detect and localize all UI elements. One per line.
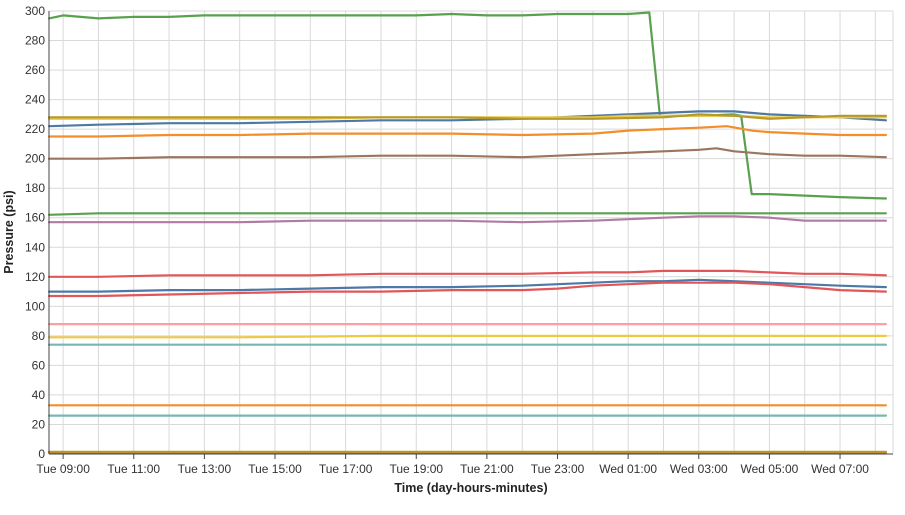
x-tick-label: Wed 03:00 bbox=[670, 462, 728, 476]
y-tick-label: 40 bbox=[32, 388, 46, 402]
y-tick-label: 240 bbox=[25, 93, 45, 107]
y-tick-label: 300 bbox=[25, 4, 45, 18]
y-tick-label: 0 bbox=[38, 447, 45, 461]
series-layer bbox=[47, 11, 887, 454]
x-tick-label: Tue 11:00 bbox=[107, 462, 160, 476]
y-tick-label: 280 bbox=[25, 34, 45, 48]
x-tick-label: Wed 05:00 bbox=[740, 462, 798, 476]
y-tick-label: 160 bbox=[25, 211, 45, 225]
x-tick-label: Tue 23:00 bbox=[531, 462, 585, 476]
y-tick-label: 60 bbox=[32, 358, 46, 372]
y-axis-title: Pressure (psi) bbox=[2, 190, 16, 273]
series-line-11 bbox=[47, 281, 887, 298]
y-tick-label: 260 bbox=[25, 63, 45, 77]
series-line-8 bbox=[47, 215, 887, 224]
y-tick-label: 100 bbox=[25, 299, 45, 313]
series-line-5 bbox=[47, 113, 887, 120]
y-tick-label: 180 bbox=[25, 181, 45, 195]
axis-layer: 0 20 40 60 80 100 120 140 160 180 200 220 240 260 280 3… bbox=[25, 4, 893, 476]
y-tick-label: 200 bbox=[25, 152, 45, 166]
y-tick-label: 140 bbox=[25, 240, 45, 254]
x-tick-label: Tue 19:00 bbox=[389, 462, 443, 476]
x-tick-label: Tue 21:00 bbox=[460, 462, 514, 476]
series-line-6 bbox=[47, 125, 887, 138]
x-axis-title: Time (day-hours-minutes) bbox=[394, 481, 547, 495]
x-tick-label: Tue 13:00 bbox=[178, 462, 232, 476]
y-tick-label: 80 bbox=[32, 329, 46, 343]
y-tick-label: 120 bbox=[25, 270, 45, 284]
series-line-7 bbox=[47, 147, 887, 160]
x-tick-label: Wed 01:00 bbox=[599, 462, 657, 476]
x-tick-label: Wed 07:00 bbox=[811, 462, 869, 476]
x-tick-label: Tue 17:00 bbox=[319, 462, 373, 476]
series-line-10 bbox=[47, 278, 887, 293]
y-tick-label: 220 bbox=[25, 122, 45, 136]
x-tick-label: Tue 09:00 bbox=[36, 462, 90, 476]
series-line-1 bbox=[47, 11, 887, 200]
x-tick-label: Tue 15:00 bbox=[248, 462, 302, 476]
series-line-2 bbox=[47, 212, 887, 216]
grid-layer bbox=[49, 10, 894, 455]
series-line-9 bbox=[47, 269, 887, 278]
y-tick-label: 20 bbox=[32, 417, 46, 431]
series-line-13 bbox=[47, 334, 887, 339]
